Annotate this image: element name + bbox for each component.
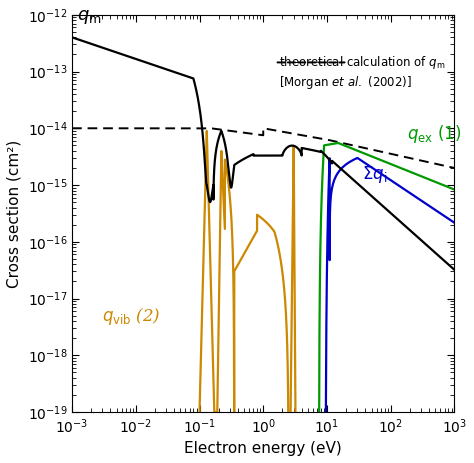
Text: $q_\mathrm{vib}$ (2): $q_\mathrm{vib}$ (2) (102, 306, 161, 327)
Text: $q_\mathrm{m}$: $q_\mathrm{m}$ (77, 8, 102, 26)
Y-axis label: Cross section (cm²): Cross section (cm²) (7, 139, 22, 288)
X-axis label: Electron energy (eV): Electron energy (eV) (184, 441, 342, 456)
Text: theoretical calculation of $q_\mathrm{m}$
[Morgan $et\ al.$ (2002)]: theoretical calculation of $q_\mathrm{m}… (279, 55, 445, 91)
Text: $\Sigma q_\mathrm{i}$: $\Sigma q_\mathrm{i}$ (362, 163, 387, 185)
Text: $q_\mathrm{ex}$ (1): $q_\mathrm{ex}$ (1) (407, 123, 462, 145)
